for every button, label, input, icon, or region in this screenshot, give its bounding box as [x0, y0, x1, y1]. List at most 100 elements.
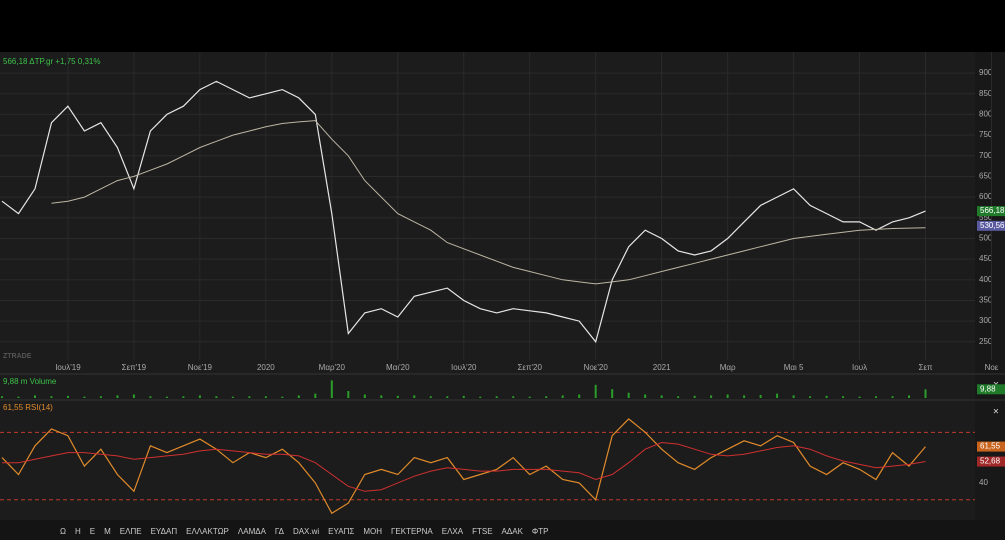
y-tick-label: 450 [979, 254, 993, 263]
y-tick-label: 550 [979, 213, 993, 222]
x-tick-label: Σεπ'20 [517, 363, 542, 372]
y-tick-label: 350 [979, 296, 993, 305]
volume-bar [908, 395, 911, 398]
price-tag-label: 530,56 [980, 221, 1005, 230]
volume-bar [561, 395, 564, 398]
toolbar-button[interactable]: ΦΤΡ [532, 527, 549, 536]
volume-bar [611, 389, 614, 398]
volume-bar [627, 392, 630, 398]
series-line [1, 418, 926, 515]
volume-bar [182, 396, 185, 398]
x-tick-label: Ιουλ'20 [451, 363, 477, 372]
toolbar-button[interactable]: ΓΔ [275, 527, 285, 536]
y-tick-label: 250 [979, 337, 993, 346]
volume-bar [578, 394, 581, 398]
volume-bar [792, 395, 795, 398]
toolbar-button[interactable]: E [90, 527, 95, 536]
x-tick-label: Σεπ [919, 363, 934, 372]
toolbar-button[interactable]: ΕΛΧΑ [442, 527, 464, 536]
volume-bar [594, 384, 597, 398]
x-tick-label: Μαρ'20 [319, 363, 346, 372]
price-tag [977, 220, 1005, 231]
volume-bar [512, 396, 515, 398]
toolbar-button[interactable]: M [104, 527, 111, 536]
volume-bar [396, 395, 399, 398]
volume-bar [776, 393, 779, 398]
volume-bar [479, 396, 482, 398]
volume-bar [858, 396, 861, 398]
volume-title: 9,88 m Volume [3, 377, 57, 386]
price-tag [977, 441, 1005, 452]
volume-bar [17, 396, 20, 398]
y-tick-label: 850 [979, 89, 993, 98]
toolbar-button[interactable]: ΕΛΛΑΚΤΩΡ [186, 527, 229, 536]
volume-bar [83, 396, 86, 398]
toolbar-button[interactable]: ΓΕΚΤΕΡΝΑ [391, 527, 433, 536]
volume-bar [99, 396, 102, 398]
y-tick-label: 750 [979, 130, 993, 139]
volume-bar [924, 389, 927, 398]
x-tick-label: Νοε'19 [188, 363, 213, 372]
volume-bar [116, 395, 119, 398]
volume-bar [429, 396, 432, 398]
volume-bar [33, 395, 36, 398]
series-line [2, 441, 926, 492]
toolbar [0, 520, 1005, 540]
y-tick-label: 700 [979, 151, 993, 160]
toolbar-button[interactable]: ΛΑΜΔΑ [238, 527, 267, 536]
watermark: ZTRADE [3, 353, 32, 360]
price-tag-label: 61,55 [980, 442, 1001, 451]
volume-bar [495, 396, 498, 398]
toolbar-button[interactable]: ΑΔΑΚ [502, 527, 524, 536]
volume-bar [413, 395, 416, 398]
volume-bar [132, 394, 135, 398]
volume-bar [809, 396, 812, 398]
toolbar-button[interactable]: H [75, 527, 81, 536]
y-tick-label: 900 [979, 68, 993, 77]
toolbar-button[interactable]: ΜΟΗ [363, 527, 382, 536]
x-tick-label: Μαρ [720, 363, 736, 372]
toolbar-button[interactable]: FTSE [472, 527, 492, 536]
close-button[interactable]: × [993, 407, 999, 418]
quote-label: 566,18 ΔTP.gr +1,75 0,31% [3, 57, 101, 66]
toolbar-button[interactable]: DAX.wi [293, 527, 319, 536]
volume-bar [693, 395, 696, 398]
x-tick-label: 2020 [257, 363, 275, 372]
x-tick-label: Μαι'20 [386, 363, 410, 372]
volume-bar [0, 396, 3, 398]
volume-bar [50, 396, 53, 398]
toolbar-button[interactable]: ΕΥΑΠΣ [328, 527, 354, 536]
price-tag-label: 566,18 [980, 206, 1005, 215]
price-tag-label: 52,68 [980, 457, 1001, 466]
volume-bar [875, 396, 878, 398]
x-tick-label: 2021 [653, 363, 671, 372]
price-tag [977, 384, 1005, 395]
x-tick-label: Ιουλ [852, 363, 867, 372]
x-tick-label: Νοε'20 [584, 363, 609, 372]
volume-bar [710, 395, 713, 398]
volume-bar [281, 396, 284, 398]
y-tick-label: 40 [979, 478, 988, 487]
volume-bar [759, 394, 762, 398]
toolbar-button[interactable]: ΕΥΔΑΠ [151, 527, 178, 536]
volume-bar [363, 394, 366, 398]
volume-bar [644, 394, 647, 398]
y-tick-label: 500 [979, 234, 993, 243]
y-tick-label: 600 [979, 192, 993, 201]
volume-bar [462, 395, 465, 398]
y-tick-label: 400 [979, 275, 993, 284]
volume-bar [264, 396, 267, 398]
price-tag [977, 456, 1005, 467]
volume-bar [297, 395, 300, 398]
volume-bar [891, 396, 894, 398]
volume-bar [660, 395, 663, 398]
toolbar-button[interactable]: ΕΛΠΕ [120, 527, 142, 536]
series-line [1, 80, 926, 344]
toolbar-button[interactable]: Ω [60, 527, 66, 536]
x-tick-label: Ιουλ'19 [55, 363, 81, 372]
volume-bar [842, 396, 845, 398]
volume-bar [446, 396, 449, 398]
volume-bar [677, 396, 680, 398]
